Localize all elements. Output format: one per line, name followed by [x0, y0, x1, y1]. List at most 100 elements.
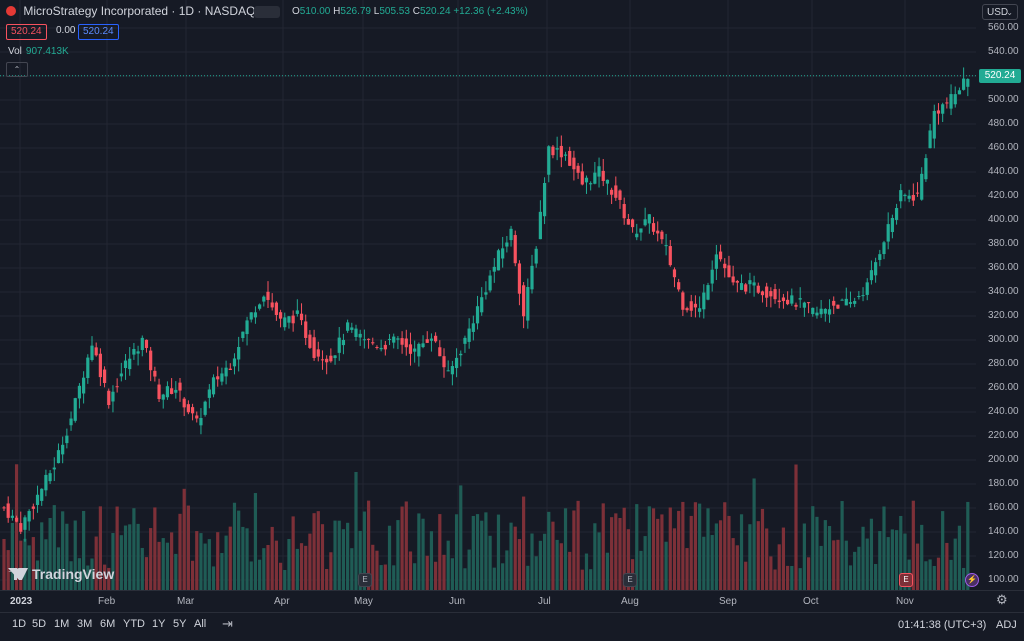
candle-body: [509, 228, 513, 241]
candle-body: [718, 251, 723, 260]
candle-body: [153, 370, 157, 377]
volume-bar: [903, 533, 907, 590]
candle-body: [94, 347, 98, 356]
goto-date-icon[interactable]: ⇥: [222, 616, 233, 631]
volume-bar: [190, 560, 195, 590]
currency-select[interactable]: USD ⌄: [982, 4, 1018, 20]
settings-gear-icon[interactable]: ⚙: [996, 592, 1008, 607]
earnings-marker-may[interactable]: E: [358, 573, 372, 587]
legend-toggle-button[interactable]: [254, 6, 280, 18]
candle-body: [756, 285, 760, 293]
candle-body: [253, 312, 258, 318]
candle-body: [614, 185, 618, 198]
candle-body: [14, 517, 19, 522]
collapse-legend-button[interactable]: ⌃: [6, 62, 28, 77]
candle-body: [262, 296, 266, 302]
candle-body: [404, 338, 408, 348]
volume-bar: [291, 516, 295, 590]
volume-bar: [526, 565, 530, 590]
candle-body: [413, 348, 417, 352]
volume-bar: [44, 539, 48, 590]
volume-bar: [618, 518, 622, 590]
candle-body: [689, 301, 693, 311]
range-button-1y[interactable]: 1Y: [152, 618, 166, 630]
volume-bar: [509, 522, 513, 590]
candle-body: [748, 280, 752, 285]
candle-body: [56, 450, 61, 464]
time-tick-label: Nov: [896, 596, 914, 607]
candle-body: [325, 358, 329, 363]
range-button-5y[interactable]: 5Y: [173, 618, 187, 630]
volume-bar: [890, 529, 894, 590]
range-button-1d[interactable]: 1D: [12, 618, 27, 630]
candle-body: [467, 328, 471, 342]
range-button-all[interactable]: All: [194, 618, 207, 630]
tradingview-logo[interactable]: TradingView: [8, 566, 114, 582]
volume-bar: [434, 561, 438, 590]
range-button-1m[interactable]: 1M: [54, 618, 70, 630]
volume-bar: [31, 537, 35, 590]
volume-bar: [601, 503, 605, 590]
candle-body: [618, 190, 622, 200]
price-tick-label: 300.00: [988, 334, 1019, 345]
candle-body: [668, 246, 672, 266]
range-button-5d[interactable]: 5D: [32, 618, 47, 630]
sell-button[interactable]: 520.24: [6, 24, 47, 40]
volume-bar: [86, 565, 90, 590]
lightning-icon[interactable]: ⚡: [965, 573, 979, 587]
volume-bar: [170, 532, 174, 590]
candle-body: [597, 166, 601, 177]
volume-bar: [832, 540, 836, 590]
adj-toggle[interactable]: ADJ: [996, 619, 1017, 631]
volume-bar: [77, 558, 82, 590]
price-axis[interactable]: [976, 0, 1024, 590]
candle-body: [584, 177, 589, 183]
volume-bar: [584, 553, 589, 590]
candle-body: [19, 523, 23, 532]
candle-body: [10, 515, 14, 518]
candle-body: [811, 307, 815, 315]
candle-body: [220, 373, 224, 382]
candle-body: [459, 353, 463, 356]
volume-bar: [840, 501, 844, 590]
candle-body: [484, 292, 488, 295]
candle-body: [547, 146, 551, 175]
candle-body: [765, 286, 769, 298]
candle-body: [270, 302, 274, 308]
candle-body: [337, 337, 341, 353]
candle-body: [408, 344, 413, 354]
volume-bar: [727, 515, 731, 590]
volume-bar: [329, 552, 333, 590]
clock-display[interactable]: 01:41:38 (UTC+3): [898, 619, 987, 631]
volume-bar: [40, 522, 44, 590]
time-tick-label: Mar: [177, 596, 195, 607]
volume-bar: [358, 530, 362, 590]
volume-bar: [10, 522, 14, 590]
open-value: 510.00: [299, 6, 331, 17]
volume-bar: [19, 540, 23, 590]
buy-button[interactable]: 520.24: [78, 24, 119, 40]
volume-bar: [811, 506, 815, 590]
earnings-marker-aug[interactable]: E: [623, 573, 637, 587]
volume-bar: [568, 551, 572, 590]
candle-body: [224, 367, 228, 377]
candle-body: [735, 280, 739, 283]
earnings-marker-oct[interactable]: E: [899, 573, 913, 587]
range-button-3m[interactable]: 3M: [77, 618, 93, 630]
volume-bar: [111, 533, 115, 590]
price-chart[interactable]: [0, 0, 976, 590]
volume-bar: [123, 525, 128, 590]
candle-body: [52, 467, 56, 470]
candle-body: [601, 170, 605, 181]
time-tick-label: Jul: [538, 596, 551, 607]
volume-bar: [559, 543, 563, 590]
range-button-ytd[interactable]: YTD: [123, 618, 145, 630]
time-axis[interactable]: [0, 590, 1024, 613]
volume-bar: [710, 535, 714, 590]
candle-body: [178, 382, 182, 391]
chart-plot-area[interactable]: [0, 0, 976, 590]
range-button-6m[interactable]: 6M: [100, 618, 116, 630]
volume-bar: [739, 514, 744, 590]
volume-bar: [718, 520, 723, 590]
candle-body: [924, 158, 928, 180]
